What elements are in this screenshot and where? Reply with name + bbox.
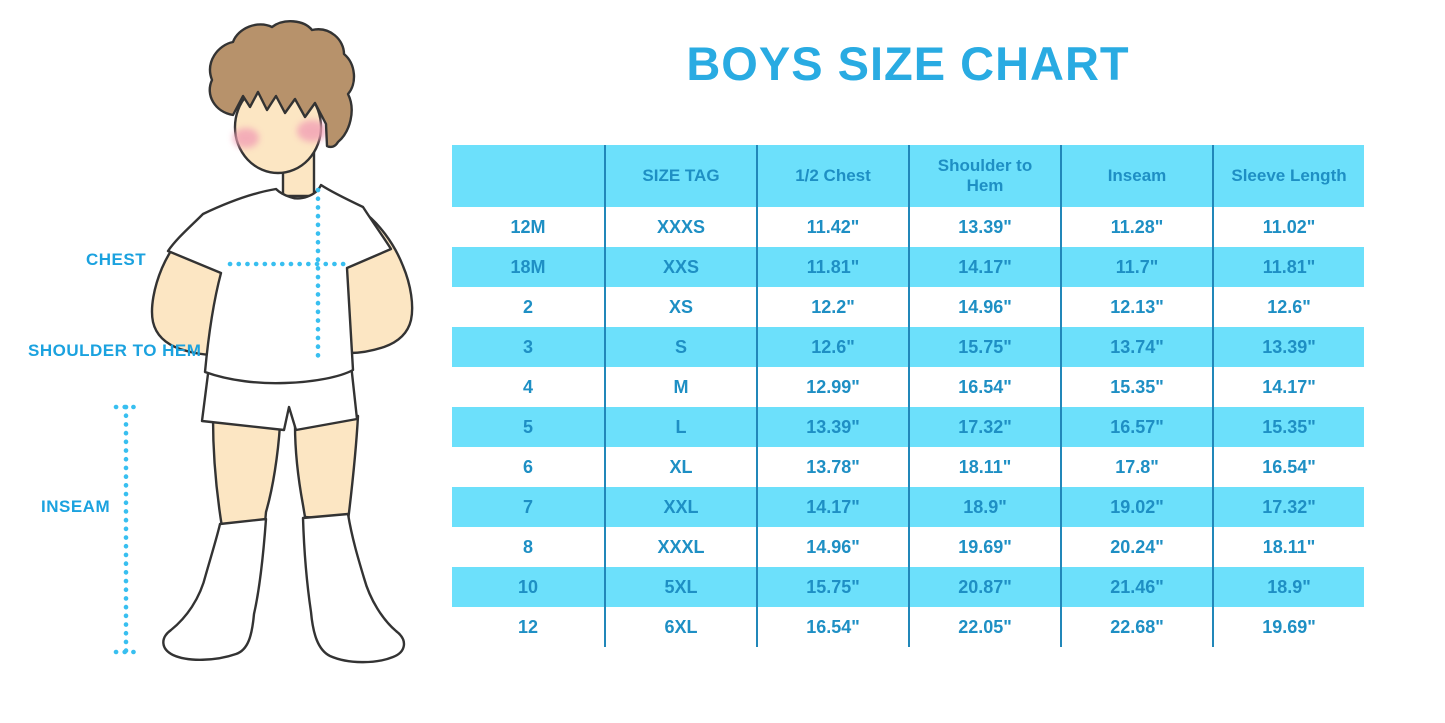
table-cell: XXS xyxy=(604,247,756,287)
table-cell: XXXS xyxy=(604,207,756,247)
table-cell: 18.11" xyxy=(908,447,1060,487)
table-cell: 11.7" xyxy=(1060,247,1212,287)
table-cell: L xyxy=(604,407,756,447)
table-cell: 13.39" xyxy=(1212,327,1364,367)
table-cell: 11.28" xyxy=(1060,207,1212,247)
table-cell: 13.74" xyxy=(1060,327,1212,367)
chest-label: CHEST xyxy=(86,250,147,269)
boy-left-sock xyxy=(162,517,268,661)
table-cell: 21.46" xyxy=(1060,567,1212,607)
table-cell: XXXL xyxy=(604,527,756,567)
boy-hair xyxy=(208,20,356,149)
table-cell: XL xyxy=(604,447,756,487)
table-cell: 13.39" xyxy=(756,407,908,447)
table-cell: 13.39" xyxy=(908,207,1060,247)
table-cell: 12.6" xyxy=(756,327,908,367)
table-cell: 18M xyxy=(452,247,604,287)
header-cell-inseam: Inseam xyxy=(1060,145,1212,207)
table-cell: 7 xyxy=(452,487,604,527)
table-cell: 12.13" xyxy=(1060,287,1212,327)
table-cell: 14.17" xyxy=(1212,367,1364,407)
header-cell-sleeve-length: Sleeve Length xyxy=(1212,145,1364,207)
table-cell: 17.8" xyxy=(1060,447,1212,487)
table-cell: 14.17" xyxy=(908,247,1060,287)
table-cell: XS xyxy=(604,287,756,327)
header-cell-shoulder-to-hem: Shoulder to Hem xyxy=(908,145,1060,207)
table-cell: 10 xyxy=(452,567,604,607)
table-cell: 14.96" xyxy=(756,527,908,567)
table-cell: 4 xyxy=(452,367,604,407)
table-cell: 17.32" xyxy=(1212,487,1364,527)
boy-right-leg xyxy=(293,414,360,523)
table-cell: 13.78" xyxy=(756,447,908,487)
table-cell: 14.17" xyxy=(756,487,908,527)
table-cell: 19.02" xyxy=(1060,487,1212,527)
header-cell-blank xyxy=(452,145,604,207)
table-cell: 11.81" xyxy=(1212,247,1364,287)
boy-left-leg xyxy=(211,416,282,529)
table-cell: 6XL xyxy=(604,607,756,647)
table-cell: 12.6" xyxy=(1212,287,1364,327)
size-table: SIZE TAG 1/2 Chest Shoulder to Hem Inseam Sl… xyxy=(452,145,1364,647)
table-cell: 5 xyxy=(452,407,604,447)
table-cell: 18.9" xyxy=(908,487,1060,527)
table-cell: 14.96" xyxy=(908,287,1060,327)
table-cell: 19.69" xyxy=(908,527,1060,567)
table-cell: 16.54" xyxy=(908,367,1060,407)
header-cell-1-2-chest: 1/2 Chest xyxy=(756,145,908,207)
table-cell: M xyxy=(604,367,756,407)
table-cell: 19.69" xyxy=(1212,607,1364,647)
shoulder-to-hem-label: SHOULDER TO HEM xyxy=(28,341,202,360)
boy-right-sock xyxy=(301,512,406,664)
table-cell: 20.87" xyxy=(908,567,1060,607)
table-cell: 11.81" xyxy=(756,247,908,287)
table-cell: 18.9" xyxy=(1212,567,1364,607)
table-cell: 17.32" xyxy=(908,407,1060,447)
table-cell: 11.02" xyxy=(1212,207,1364,247)
table-cell: 12.2" xyxy=(756,287,908,327)
table-cell: 16.54" xyxy=(1212,447,1364,487)
table-cell: 20.24" xyxy=(1060,527,1212,567)
boy-shirt xyxy=(166,183,393,385)
table-cell: 6 xyxy=(452,447,604,487)
table-cell: 15.75" xyxy=(756,567,908,607)
table-cell: 11.42" xyxy=(756,207,908,247)
table-cell: 16.54" xyxy=(756,607,908,647)
table-cell: XXL xyxy=(604,487,756,527)
boy-figure xyxy=(0,0,450,723)
inseam-label: INSEAM xyxy=(41,497,111,516)
table-cell: 12.99" xyxy=(756,367,908,407)
table-cell: 15.35" xyxy=(1212,407,1364,447)
table-cell: 16.57" xyxy=(1060,407,1212,447)
table-cell: 15.75" xyxy=(908,327,1060,367)
boy-figure-illustration xyxy=(113,20,414,664)
table-cell: S xyxy=(604,327,756,367)
table-cell: 5XL xyxy=(604,567,756,607)
table-cell: 22.05" xyxy=(908,607,1060,647)
table-cell: 22.68" xyxy=(1060,607,1212,647)
table-cell: 3 xyxy=(452,327,604,367)
table-cell: 15.35" xyxy=(1060,367,1212,407)
page-title: BOYS SIZE CHART xyxy=(686,37,1130,90)
table-cell: 12M xyxy=(452,207,604,247)
boy-cheek-left xyxy=(233,128,259,148)
header-cell-size-tag: SIZE TAG xyxy=(604,145,756,207)
table-cell: 18.11" xyxy=(1212,527,1364,567)
boy-cheek-right xyxy=(297,120,327,142)
table-cell: 8 xyxy=(452,527,604,567)
table-cell: 12 xyxy=(452,607,604,647)
table-cell: 2 xyxy=(452,287,604,327)
